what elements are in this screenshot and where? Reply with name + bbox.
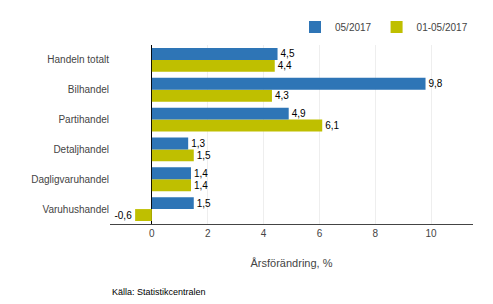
svg-text:Källa: Statistikcentralen: Källa: Statistikcentralen (112, 287, 206, 297)
svg-text:8: 8 (372, 228, 378, 239)
svg-text:Dagligvaruhandel: Dagligvaruhandel (31, 174, 109, 185)
svg-text:1,4: 1,4 (194, 168, 208, 179)
svg-text:Årsförändring, %: Årsförändring, % (251, 257, 333, 269)
svg-text:6,1: 6,1 (325, 120, 339, 131)
svg-text:4,9: 4,9 (292, 108, 306, 119)
svg-text:10: 10 (426, 228, 438, 239)
svg-text:4,3: 4,3 (275, 90, 289, 101)
svg-text:4,5: 4,5 (281, 48, 295, 59)
svg-text:05/2017: 05/2017 (335, 22, 372, 33)
svg-text:1,5: 1,5 (197, 198, 211, 209)
svg-text:1,5: 1,5 (197, 150, 211, 161)
svg-text:4,4: 4,4 (278, 60, 292, 71)
svg-text:Bilhandel: Bilhandel (68, 84, 109, 95)
svg-text:9,8: 9,8 (429, 78, 443, 89)
svg-text:Varuhushandel: Varuhushandel (42, 204, 109, 215)
svg-text:4: 4 (261, 228, 267, 239)
svg-text:1,4: 1,4 (194, 180, 208, 191)
svg-text:6: 6 (317, 228, 323, 239)
svg-text:2: 2 (205, 228, 211, 239)
svg-text:Partihandel: Partihandel (58, 114, 109, 125)
svg-text:Detaljhandel: Detaljhandel (53, 144, 109, 155)
svg-text:Handeln totalt: Handeln totalt (47, 54, 109, 65)
svg-text:0: 0 (149, 228, 155, 239)
svg-text:1,3: 1,3 (191, 138, 205, 149)
svg-text:-0,6: -0,6 (114, 210, 132, 221)
svg-text:01-05/2017: 01-05/2017 (417, 22, 468, 33)
